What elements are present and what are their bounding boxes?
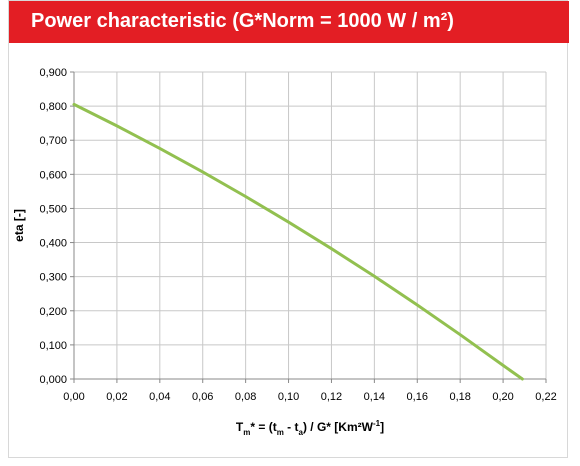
x-tick-label: 0,00 <box>63 391 84 403</box>
series-lines <box>72 102 524 381</box>
x-axis-label-part: m <box>243 428 250 437</box>
x-tick-label: 0,02 <box>106 391 127 403</box>
chart-header: Power characteristic (G*Norm = 1000 W / … <box>9 1 569 43</box>
x-axis-label-part: ) / G* [Km²W <box>303 420 374 434</box>
x-tick-label: 0,06 <box>192 391 213 403</box>
x-axis-label-part: - t <box>284 420 299 434</box>
x-tick-label: 0,22 <box>535 391 556 403</box>
y-axis-label: eta [-] <box>12 209 26 242</box>
x-tick-label: 0,20 <box>492 391 513 403</box>
x-tick-label: 0,14 <box>364 391 385 403</box>
grid <box>73 71 547 380</box>
x-axis-label-part: T <box>236 420 244 434</box>
x-tick-label: 0,16 <box>407 391 428 403</box>
y-tick-label: 0,300 <box>39 272 67 284</box>
y-tick-label: 0,000 <box>39 374 67 386</box>
x-axis-label-part: -1 <box>373 419 381 428</box>
y-tick-label: 0,400 <box>39 238 67 250</box>
x-axis-label-part: ] <box>380 420 384 434</box>
chart-area: 0,00 0,02 0,04 0,06 0,08 0,10 0,12 0,14 0,16 0,18… <box>8 52 568 452</box>
line-chart: 0,00 0,02 0,04 0,06 0,08 0,10 0,12 0,14 0,16 0,18… <box>12 67 557 437</box>
x-tick-label: 0,10 <box>278 391 299 403</box>
x-tick-label: 0,08 <box>235 391 256 403</box>
y-tick-label: 0,500 <box>39 203 67 215</box>
x-axis-label-part: a <box>299 428 304 437</box>
chart-panel: Power characteristic (G*Norm = 1000 W / … <box>8 0 569 458</box>
axes <box>70 71 547 383</box>
tick-labels: 0,00 0,02 0,04 0,06 0,08 0,10 0,12 0,14 0,16 0,18… <box>39 67 556 403</box>
x-axis-label-part: * = (t <box>250 420 276 434</box>
chart-title: Power characteristic (G*Norm = 1000 W / … <box>31 10 454 32</box>
x-tick-label: 0,18 <box>449 391 470 403</box>
y-tick-label: 0,600 <box>39 169 67 181</box>
x-axis-label: Tm* = (tm - ta) / G* [Km²W-1] <box>236 419 384 437</box>
y-tick-label: 0,900 <box>39 67 67 79</box>
y-tick-label: 0,800 <box>39 101 67 113</box>
x-tick-label: 0,12 <box>321 391 342 403</box>
efficiency-curve <box>72 102 524 381</box>
x-axis-label-part: m <box>277 428 284 437</box>
y-tick-label: 0,700 <box>39 135 67 147</box>
y-tick-label: 0,200 <box>39 306 67 318</box>
y-tick-label: 0,100 <box>39 340 67 352</box>
x-tick-label: 0,04 <box>149 391 170 403</box>
